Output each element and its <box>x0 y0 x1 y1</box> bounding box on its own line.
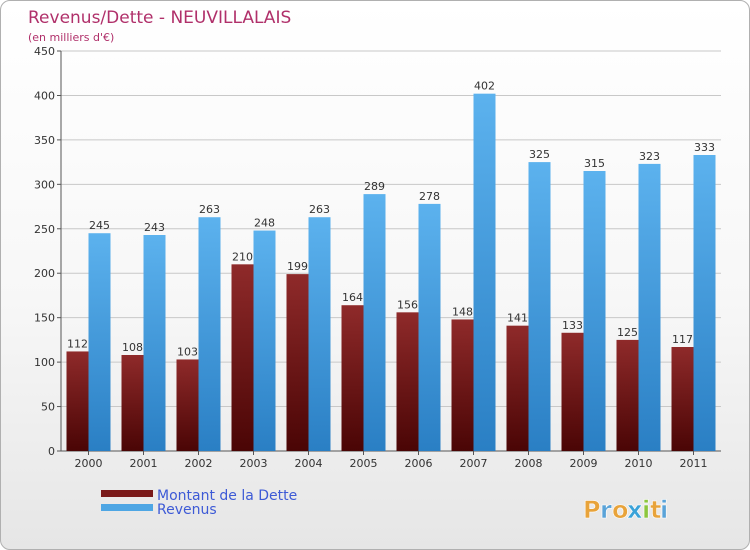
y-tick-label: 300 <box>34 178 55 191</box>
revenue-bar <box>638 163 661 451</box>
x-tick-label: 2000 <box>75 457 103 470</box>
debt-bar <box>451 319 474 451</box>
debt-value-label: 133 <box>562 319 583 332</box>
y-tick-label: 0 <box>48 445 55 458</box>
y-tick-label: 50 <box>41 401 55 414</box>
logo-letter: P <box>583 496 601 524</box>
debt-value-label: 164 <box>342 291 363 304</box>
debt-value-label: 125 <box>617 326 638 339</box>
x-tick-label: 2006 <box>405 457 433 470</box>
y-tick-label: 150 <box>34 312 55 325</box>
revenue-bar <box>473 93 496 452</box>
debt-value-label: 156 <box>397 298 418 311</box>
debt-legend-swatch <box>101 490 153 497</box>
revenue-bar <box>693 155 716 451</box>
revenue-value-label: 248 <box>254 217 275 230</box>
revenue-bar <box>88 233 111 451</box>
revenue-bar <box>253 230 276 451</box>
revenue-value-label: 243 <box>144 221 165 234</box>
x-axis-ticks: 2000 2001 2002 2003 2004 2005 2006 2007 2008 2009… <box>75 451 708 470</box>
bars-group: 112 245 108 243 103 263 210 248 199 263 164 289 156 2… <box>66 80 716 452</box>
debt-bar <box>231 264 254 451</box>
debt-bar <box>506 325 529 451</box>
y-tick-label: 400 <box>34 89 55 102</box>
grid-lines <box>61 50 721 452</box>
revenue-legend-swatch <box>101 504 153 511</box>
x-tick-label: 2011 <box>680 457 708 470</box>
x-tick-label: 2005 <box>350 457 378 470</box>
revenue-bar <box>528 162 551 451</box>
revenue-bar <box>363 194 386 451</box>
revenue-value-label: 263 <box>199 203 220 216</box>
debt-bar <box>671 347 694 451</box>
debt-bar <box>561 332 584 451</box>
revenue-bar <box>583 171 606 451</box>
debt-bar <box>286 274 309 451</box>
debt-bar <box>616 339 639 451</box>
chart-title: Revenus/Dette - NEUVILLALAIS <box>28 8 291 28</box>
logo-letter: o <box>612 496 629 524</box>
x-tick-label: 2002 <box>185 457 213 470</box>
y-tick-label: 250 <box>34 223 55 236</box>
chart-subtitle: (en milliers d'€) <box>28 31 114 44</box>
x-tick-label: 2010 <box>625 457 653 470</box>
y-tick-label: 350 <box>34 134 55 147</box>
debt-value-label: 108 <box>122 341 143 354</box>
y-axis-ticks: 0 50 100 150 200 250 300 350 400 450 <box>34 45 721 458</box>
debt-bar <box>341 305 364 451</box>
debt-bar <box>176 359 199 451</box>
debt-bar <box>66 351 89 451</box>
revenue-bar <box>418 203 441 451</box>
debt-bar <box>121 355 144 451</box>
revenue-value-label: 263 <box>309 203 330 216</box>
logo-letter: i <box>660 496 668 524</box>
y-tick-label: 450 <box>34 45 55 58</box>
revenue-bar <box>143 235 166 451</box>
debt-value-label: 103 <box>177 345 198 358</box>
debt-value-label: 210 <box>232 250 253 263</box>
revenue-legend-label: Revenus <box>157 502 217 518</box>
y-tick-label: 200 <box>34 267 55 280</box>
debt-value-label: 148 <box>452 305 473 318</box>
x-tick-label: 2008 <box>515 457 543 470</box>
revenue-value-label: 278 <box>419 190 440 203</box>
debt-value-label: 199 <box>287 260 308 273</box>
logo-letter: r <box>600 496 612 524</box>
revenue-value-label: 325 <box>529 148 550 161</box>
debt-value-label: 141 <box>507 312 528 325</box>
revenue-value-label: 402 <box>474 80 495 93</box>
revenue-bar <box>308 217 331 451</box>
debt-value-label: 112 <box>67 337 88 350</box>
revenue-value-label: 289 <box>364 180 385 193</box>
x-tick-label: 2003 <box>240 457 268 470</box>
revenue-value-label: 245 <box>89 219 110 232</box>
x-tick-label: 2004 <box>295 457 323 470</box>
revenue-value-label: 333 <box>694 141 715 154</box>
revenue-value-label: 323 <box>639 150 660 163</box>
debt-bar <box>396 312 419 451</box>
debt-legend-label: Montant de la Dette <box>157 488 297 504</box>
logo-letter: t <box>650 496 661 524</box>
x-tick-label: 2001 <box>130 457 158 470</box>
logo-letter: x <box>627 496 643 524</box>
x-tick-label: 2007 <box>460 457 488 470</box>
revenue-bar <box>198 217 221 451</box>
y-tick-label: 100 <box>34 356 55 369</box>
x-tick-label: 2009 <box>570 457 598 470</box>
debt-value-label: 117 <box>672 333 693 346</box>
logo-letter: i <box>642 496 650 524</box>
revenue-value-label: 315 <box>584 157 605 170</box>
